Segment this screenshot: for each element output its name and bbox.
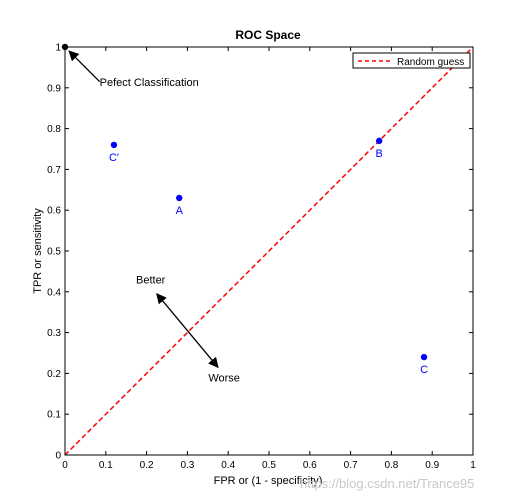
- point-label: C′: [109, 152, 119, 164]
- annotation-text: Worse: [208, 373, 240, 385]
- x-tick-label: 0.6: [303, 460, 317, 471]
- x-tick-label: 0.4: [221, 460, 235, 471]
- x-tick-label: 0.2: [140, 460, 154, 471]
- data-point: [110, 141, 118, 149]
- point-label: B: [375, 148, 382, 160]
- annotation-text: Better: [136, 275, 166, 287]
- data-point: [176, 194, 183, 202]
- x-tick-label: 1: [470, 460, 476, 471]
- y-tick-label: 0: [55, 451, 61, 462]
- legend-label: Random guess: [397, 57, 464, 68]
- data-point: [420, 353, 428, 361]
- random-guess-line: [64, 46, 474, 456]
- x-tick-label: 0: [62, 460, 68, 471]
- chart-title: ROC Space: [235, 28, 301, 42]
- y-tick-label: 0.5: [47, 247, 61, 258]
- y-tick-label: 0.8: [47, 124, 61, 135]
- y-tick-label: 0.3: [47, 328, 61, 339]
- point-label: C: [420, 364, 428, 376]
- y-tick-label: 0.9: [47, 83, 61, 94]
- y-tick-label: 1: [55, 43, 61, 54]
- better-worse-arrow: [156, 293, 219, 369]
- point-label: A: [176, 205, 184, 217]
- annotation-text: Pefect Classification: [100, 77, 199, 89]
- x-tick-label: 0.9: [425, 460, 439, 471]
- y-axis-label: TPR or sensitivity: [32, 208, 44, 294]
- data-point: [375, 137, 383, 145]
- y-tick-label: 0.2: [47, 369, 61, 380]
- x-tick-label: 0.8: [384, 460, 398, 471]
- y-tick-label: 0.7: [47, 165, 61, 176]
- x-tick-label: 0.1: [99, 460, 113, 471]
- x-tick-label: 0.3: [180, 460, 194, 471]
- legend-box: [352, 52, 471, 69]
- y-tick-label: 0.4: [47, 287, 61, 298]
- x-tick-label: 0.5: [262, 460, 276, 471]
- watermark: https://blog.csdn.net/Trance95: [300, 476, 475, 491]
- legend: Random guess: [352, 52, 471, 69]
- y-tick-label: 0.6: [47, 206, 61, 217]
- x-tick-label: 0.7: [344, 460, 358, 471]
- y-tick-label: 0.1: [47, 410, 61, 421]
- perfect-arrow: [68, 50, 101, 83]
- x-axis-label: FPR or (1 - specificity): [214, 475, 323, 487]
